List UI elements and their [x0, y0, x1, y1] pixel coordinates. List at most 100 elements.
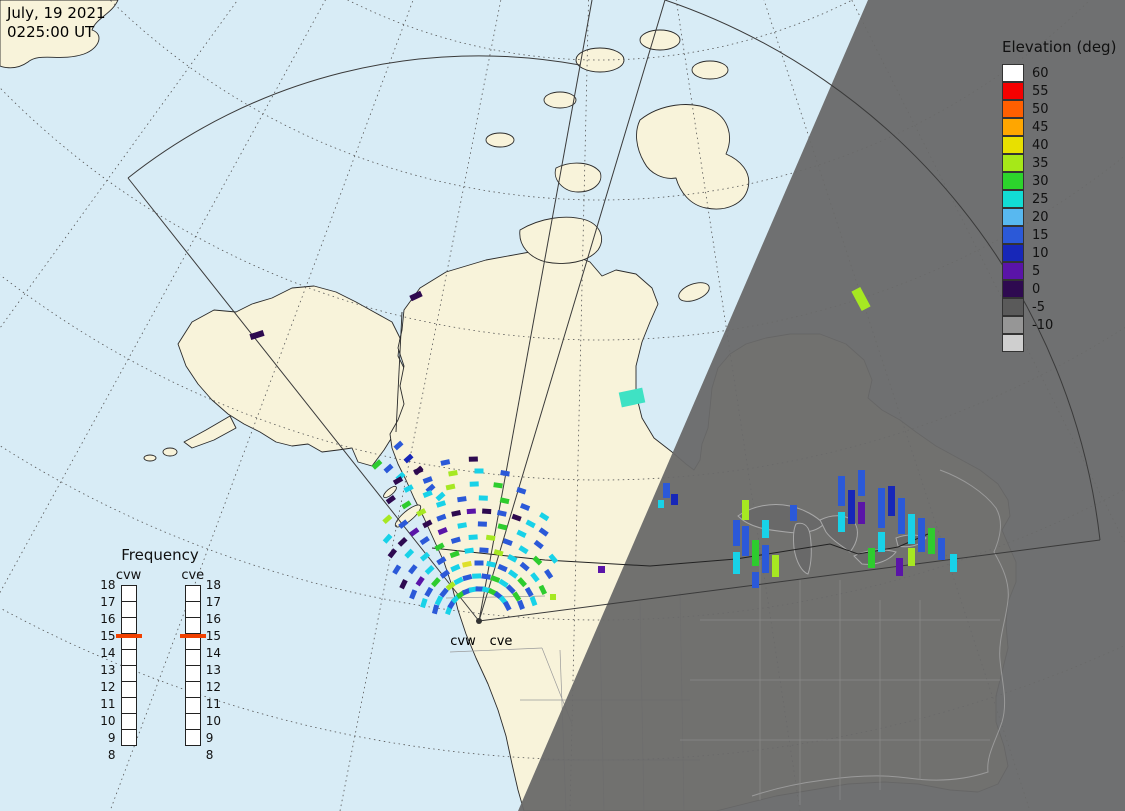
radar-echo [663, 483, 670, 498]
elevation-legend-entry: 50 [1002, 100, 1124, 118]
cvw-fov-far-arc [127, 55, 581, 179]
elevation-color-swatch [1002, 82, 1024, 100]
radar-echo [505, 584, 516, 595]
elevation-color-swatch [1002, 298, 1024, 316]
radar-echo [450, 563, 461, 573]
radar-echo [858, 502, 865, 524]
radar-echo [658, 500, 664, 508]
frequency-tick-label: 9 [205, 731, 214, 745]
frequency-box [184, 713, 201, 730]
frequency-scale-cve: cve 18 17 16 15 14 13 12 11 10 9 8 [179, 568, 221, 762]
radar-echo [424, 586, 434, 598]
radar-echo [436, 513, 447, 522]
frequency-box [120, 617, 137, 634]
cve-fov-right-edge [478, 539, 1101, 622]
night-state-lines [680, 560, 1000, 805]
elevation-value-label: 0 [1032, 281, 1041, 297]
radar-echo [462, 560, 472, 568]
radar-echo [457, 522, 468, 529]
alaska-peninsula [183, 415, 237, 449]
timestamp-block: July, 19 2021 0225:00 UT [7, 4, 106, 42]
elevation-color-swatch [1002, 172, 1024, 190]
radar-echo [431, 577, 441, 588]
arctic-island [575, 47, 625, 73]
baffin-island [636, 104, 750, 210]
elevation-legend-entry: 35 [1002, 154, 1124, 172]
radar-echo [477, 521, 487, 527]
radar-echo [742, 526, 749, 556]
elevation-value-label: 55 [1032, 83, 1049, 99]
radar-echo [401, 500, 412, 510]
cvw-fov-left-edge [127, 177, 480, 622]
radar-echo [486, 560, 496, 568]
radar-label-cvw: cvw [450, 634, 476, 649]
elevation-color-swatch [1002, 316, 1024, 334]
radar-echo [888, 486, 895, 516]
radar-echo [468, 456, 478, 462]
haida-gwaii-island [383, 485, 397, 499]
radar-echo [790, 505, 797, 521]
time-label: 0225:00 UT [7, 22, 95, 41]
radar-echo [479, 547, 489, 553]
radar-echo [468, 534, 478, 541]
radar-echo [618, 387, 646, 408]
night-terminator-region [518, 0, 1125, 811]
frequency-scale-cve-label: cve [181, 568, 205, 583]
frequency-box [184, 649, 201, 666]
elevation-value-label: 20 [1032, 209, 1049, 225]
frequency-legend: Frequency cvw 18 17 16 15 14 13 12 11 10 9 8 cve 1… [88, 546, 232, 762]
radar-echo [419, 551, 431, 562]
radar-echo [493, 549, 504, 557]
frequency-tick-label: 9 [107, 731, 116, 745]
radar-echo [403, 484, 414, 493]
arctic-island [543, 91, 577, 109]
radar-echo [464, 547, 474, 554]
frequency-tick-label: 10 [205, 714, 222, 728]
radar-echo [469, 481, 479, 487]
radar-echo [448, 470, 458, 477]
frequency-box [184, 729, 201, 746]
frequency-tick-label: 12 [205, 680, 222, 694]
elevation-value-label: 60 [1032, 65, 1049, 81]
radar-echo [898, 498, 905, 534]
frequency-tick-label: 15 [100, 629, 116, 643]
night-east-coast [751, 469, 1009, 797]
elevation-legend-entry: 25 [1002, 190, 1124, 208]
elevation-legend-entry: 55 [1002, 82, 1124, 100]
cve-fov-left-edge [478, 0, 666, 622]
radar-echo [896, 558, 903, 576]
radar-echo [538, 527, 549, 537]
radar-echo [878, 532, 885, 552]
radar-echo [403, 453, 414, 464]
radar-echo [517, 599, 525, 610]
radar-echo [762, 545, 769, 573]
elevation-legend-entry [1002, 334, 1124, 352]
radar-echo [436, 556, 447, 566]
radar-echo [399, 579, 408, 590]
radar-echo [445, 483, 456, 491]
radar-echo [507, 569, 519, 579]
frequency-tick-label: 14 [205, 646, 222, 660]
radar-echo [382, 514, 393, 525]
radar-echo [493, 482, 503, 489]
frequency-marker [179, 634, 206, 638]
frequency-tick-label: 12 [100, 680, 116, 694]
vancouver-island [394, 504, 422, 528]
arctic-island [485, 132, 515, 148]
elevation-color-swatch [1002, 280, 1024, 298]
radar-echo [478, 495, 488, 501]
frequency-legend-title: Frequency [121, 546, 199, 564]
radar-echo [950, 554, 957, 572]
radar-echo [440, 459, 451, 466]
radar-echo [517, 577, 527, 588]
elevation-color-swatch [1002, 190, 1024, 208]
elevation-legend-entry: -5 [1002, 298, 1124, 316]
arctic-island [691, 60, 729, 80]
elevation-legend-entry: 30 [1002, 172, 1124, 190]
elevation-color-swatch [1002, 244, 1024, 262]
radar-echo [544, 568, 554, 580]
radar-echo [451, 510, 462, 517]
elevation-color-swatch [1002, 64, 1024, 82]
victoria-island [519, 216, 602, 264]
frequency-box [120, 601, 137, 618]
